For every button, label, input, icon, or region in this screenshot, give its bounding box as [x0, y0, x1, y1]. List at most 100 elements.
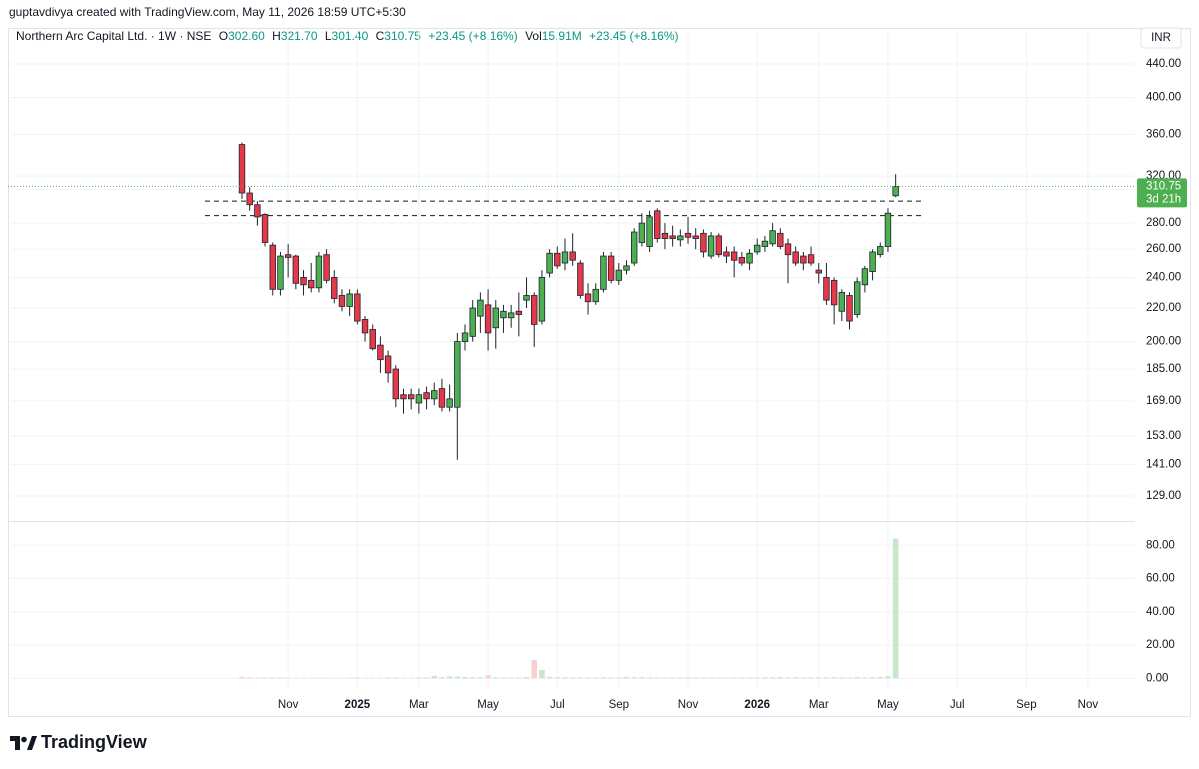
candle-body: [661, 232, 669, 239]
candle-body: [684, 232, 692, 238]
candle-body: [554, 252, 561, 267]
volume-bar: [669, 677, 676, 679]
candle-body: [815, 269, 822, 274]
candle-body: [484, 304, 492, 334]
candle-body: [261, 214, 269, 243]
y-tick-label: 260.00: [1146, 243, 1181, 255]
volume-bar: [869, 677, 876, 679]
legend-line: Northern Arc Capital Ltd. · 1W · NSE O30…: [16, 29, 679, 43]
candle-body: [338, 295, 346, 307]
volume-bar: [500, 677, 507, 679]
candle-body: [538, 276, 546, 322]
volume-bar: [592, 677, 599, 679]
candle-body: [492, 307, 499, 329]
volume-bar: [416, 677, 422, 679]
candle-body: [892, 186, 899, 197]
volume-bar: [300, 677, 307, 679]
currency-box[interactable]: [1140, 27, 1182, 49]
volume-bar: [646, 677, 653, 679]
volume-tick-label: 40.00: [1146, 606, 1175, 618]
symbol: Northern Arc Capital Ltd. · 1W · NSE: [16, 29, 211, 43]
candle-body: [730, 251, 738, 261]
candle-body: [292, 255, 300, 284]
candle-body: [507, 312, 515, 319]
volume-tick-label: 60.00: [1146, 573, 1175, 585]
x-tick-label: Jul: [950, 699, 965, 711]
volume-tick-label: 0.00: [1146, 672, 1168, 684]
volume-bar: [854, 677, 860, 679]
volume-bar: [823, 677, 830, 679]
volume-bar: [262, 677, 268, 679]
candle-body: [461, 332, 469, 342]
x-tick-label: 2026: [744, 699, 770, 711]
volume-bar: [631, 677, 637, 679]
volume-bar: [539, 670, 545, 679]
volume-value: 15.91M: [542, 29, 582, 43]
chart-frame: [8, 28, 1191, 717]
logo-shape: [21, 736, 27, 743]
countdown: 3d 21h: [1146, 193, 1181, 205]
volume-bar: [554, 677, 561, 679]
x-tick-label: May: [477, 699, 499, 711]
candle-body: [800, 255, 807, 264]
volume-bar: [700, 677, 707, 679]
volume-bar: [769, 677, 776, 679]
volume-bar: [577, 677, 584, 679]
ohlc-value: 310.75: [384, 29, 421, 43]
y-tick-label: 129.00: [1146, 490, 1181, 502]
candle-body: [561, 251, 569, 264]
candle-body: [438, 388, 446, 408]
candle-body: [746, 252, 753, 264]
volume-bar: [431, 675, 438, 679]
candle-body: [331, 276, 338, 299]
candle-body: [615, 269, 623, 281]
ohlc-label: L: [325, 29, 332, 43]
y-tick-label: 169.00: [1146, 395, 1181, 407]
volume-bar: [316, 677, 322, 679]
currency[interactable]: INR: [1151, 32, 1171, 44]
candle-body: [792, 251, 799, 264]
candle-body: [584, 293, 592, 303]
volume-bar: [800, 677, 807, 679]
x-tick-label: Sep: [1016, 699, 1036, 711]
x-tick-label: May: [877, 699, 899, 711]
volume-bar: [892, 538, 899, 679]
volume-bar: [408, 677, 414, 679]
volume-bar: [885, 676, 891, 679]
volume-bar: [377, 677, 384, 679]
candle-body: [777, 232, 784, 247]
volume-bar: [354, 677, 361, 679]
logo-shape: [27, 736, 37, 750]
volume-bar: [685, 677, 691, 679]
y-tick-label: 153.00: [1146, 430, 1181, 442]
ohlc-label: O: [219, 29, 228, 43]
volume-bar: [862, 677, 868, 679]
y-tick-label: 200.00: [1146, 336, 1181, 348]
volume-bar: [446, 676, 453, 679]
y-tick-label: 240.00: [1146, 271, 1181, 283]
candle-body: [707, 235, 715, 257]
volume-bar: [308, 677, 315, 679]
candle-body: [346, 293, 353, 307]
volume-bar: [339, 677, 345, 679]
volume-bar: [785, 677, 791, 679]
volume-bar: [831, 677, 837, 679]
volume-bar: [616, 677, 622, 679]
candle-body: [700, 232, 707, 253]
candle-body: [246, 192, 253, 206]
candle-body: [238, 144, 246, 194]
volume-bar: [677, 677, 684, 679]
candle-body: [600, 255, 607, 290]
volume-bar: [454, 676, 461, 679]
candle-body: [315, 255, 323, 289]
y-tick-label: 141.00: [1146, 459, 1181, 471]
candle-body: [269, 244, 276, 290]
price-tag-label: 310.75: [1146, 180, 1181, 192]
volume-bar: [569, 677, 576, 679]
volume-bar: [762, 677, 768, 679]
candle-body: [323, 254, 330, 281]
candle-body: [715, 235, 722, 256]
candle-body: [415, 394, 423, 404]
